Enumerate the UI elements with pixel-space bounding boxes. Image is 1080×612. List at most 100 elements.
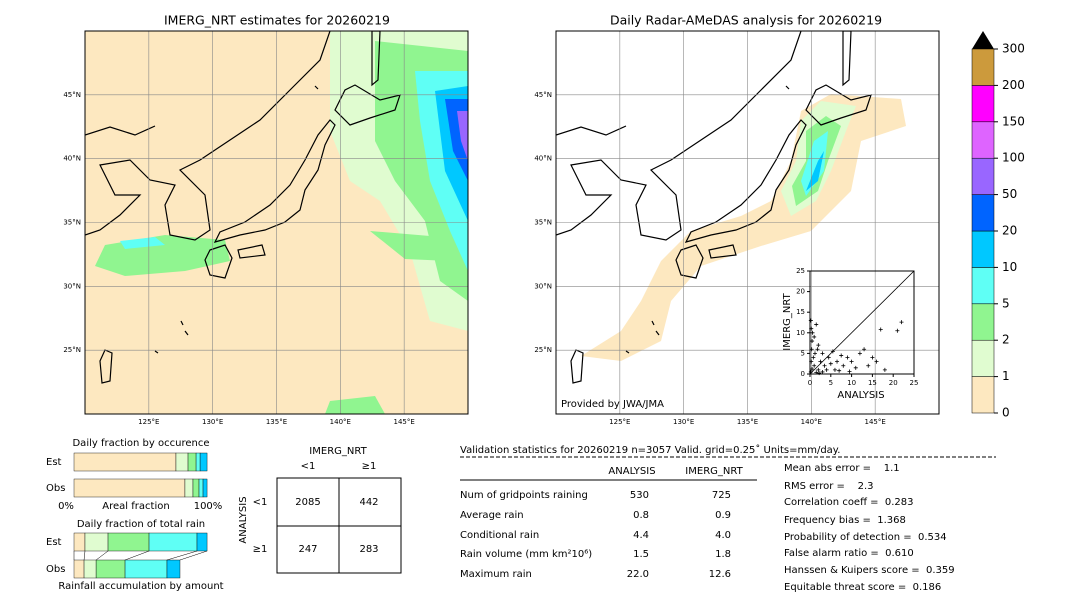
fraction-segment xyxy=(166,559,181,579)
fraction-segment xyxy=(187,452,197,472)
scatter-point xyxy=(816,367,821,372)
y-tick-label: 15 xyxy=(796,308,805,316)
credit: Provided by JWA/JMA xyxy=(561,399,664,410)
fraction-segment xyxy=(184,478,194,498)
stat-value: 530 xyxy=(630,490,649,501)
scatter-point xyxy=(874,359,879,364)
scatter-point xyxy=(853,365,858,370)
axis-label: Areal fraction xyxy=(102,501,169,512)
fraction-segment xyxy=(84,532,109,552)
row-header: ≥1 xyxy=(253,544,268,555)
colorbar-segment xyxy=(971,121,995,159)
scatter-point xyxy=(841,363,846,368)
scatter-point xyxy=(817,371,822,376)
scatter-point xyxy=(824,367,829,372)
y-tick-label: 10 xyxy=(796,329,805,337)
stats-header: Validation statistics for 20260219 n=305… xyxy=(460,444,840,456)
axis-label: Rainfall accumulation by amount xyxy=(58,581,223,592)
scatter-point xyxy=(812,351,817,356)
fraction-segment xyxy=(199,452,208,472)
scatter-point xyxy=(870,355,875,360)
fraction-segment xyxy=(196,532,208,552)
stat-value: 0.9 xyxy=(715,510,731,521)
scatter-point xyxy=(809,359,814,364)
colorbar-label: 10 xyxy=(1002,260,1017,274)
fraction-segment xyxy=(95,559,126,579)
scatter-point xyxy=(837,368,842,373)
fraction-segment xyxy=(198,478,204,498)
scatter-frame xyxy=(809,270,915,375)
row-label: Obs xyxy=(46,564,65,575)
map-title: IMERG_NRT estimates for 20260219 xyxy=(164,13,390,28)
scatter-point xyxy=(832,367,837,372)
lat-tick-label: 45°N xyxy=(63,91,81,99)
x-tick-label: 10 xyxy=(847,379,856,387)
score: Equitable threat score = 0.186 xyxy=(784,582,941,593)
row-header: <1 xyxy=(253,497,268,508)
colorbar-segment xyxy=(971,303,995,341)
scatter-point xyxy=(810,367,815,372)
colorbar-segment xyxy=(971,194,995,232)
colorbar-label: 150 xyxy=(1002,114,1025,128)
lat-tick-label: 25°N xyxy=(534,346,552,354)
stat-value: 725 xyxy=(712,490,731,501)
colorbar-segment xyxy=(971,48,995,86)
y-tick-label: 25 xyxy=(796,267,805,275)
lat-tick-label: 40°N xyxy=(63,155,81,163)
diagonal xyxy=(809,270,915,375)
scatter-point xyxy=(820,351,825,356)
axis-label: 0% xyxy=(58,501,74,512)
scatter-point xyxy=(816,343,821,348)
link xyxy=(124,550,150,561)
score: Hanssen & Kuipers score = 0.359 xyxy=(784,565,955,576)
scatter-point xyxy=(828,361,833,366)
scatter-point xyxy=(808,318,813,323)
stat-label: Conditional rain xyxy=(460,530,539,541)
fraction-segment xyxy=(124,559,168,579)
scatter-point xyxy=(862,347,867,352)
scatter-point xyxy=(815,347,820,352)
lat-tick-label: 45°N xyxy=(534,91,552,99)
scatter-point xyxy=(812,334,817,339)
axis-label: ANALYSIS xyxy=(837,390,884,401)
table-title: ANALYSIS xyxy=(238,496,249,543)
map-title: Daily Radar-AMeDAS analysis for 20260219 xyxy=(610,13,882,28)
panel-title: Daily fraction of total rain xyxy=(77,519,205,530)
col-header: ANALYSIS xyxy=(608,466,655,477)
scatter-point xyxy=(814,370,819,375)
x-tick-label: 25 xyxy=(910,379,919,387)
score: Frequency bias = 1.368 xyxy=(784,515,906,526)
colorbar-label: 20 xyxy=(1002,224,1017,238)
scatter-point xyxy=(822,363,827,368)
stat-label: Average rain xyxy=(460,510,524,521)
row-label: Est xyxy=(46,537,62,548)
scatter-point xyxy=(826,355,831,360)
lon-tick-label: 135°E xyxy=(737,418,758,426)
stat-value: 1.5 xyxy=(633,549,649,560)
colorbar-label: 50 xyxy=(1002,187,1017,201)
scatter-point xyxy=(810,339,815,344)
stat-label: Rain volume (mm km²10⁶) xyxy=(460,549,592,560)
fraction-segment xyxy=(73,532,86,552)
score: Correlation coeff = 0.283 xyxy=(784,497,914,508)
lon-tick-label: 130°E xyxy=(673,418,694,426)
colorbar-extend xyxy=(972,31,994,49)
lat-tick-label: 30°N xyxy=(534,282,552,290)
scatter-point xyxy=(808,369,813,374)
scatter-point xyxy=(835,359,840,364)
scatter-point xyxy=(814,322,819,327)
y-tick-label: 5 xyxy=(801,349,805,357)
score: RMS error = 2.3 xyxy=(784,481,874,492)
colorbar-label: 300 xyxy=(1002,42,1025,56)
scatter-point xyxy=(895,328,900,333)
scatter-point xyxy=(847,369,852,374)
cell: 283 xyxy=(359,544,378,555)
scatter-point xyxy=(809,347,814,352)
link xyxy=(179,550,208,561)
col-header: <1 xyxy=(301,461,316,472)
fraction-segment xyxy=(83,559,97,579)
lon-tick-label: 145°E xyxy=(394,418,415,426)
scatter-point xyxy=(812,363,817,368)
y-tick-label: 0 xyxy=(801,370,805,378)
